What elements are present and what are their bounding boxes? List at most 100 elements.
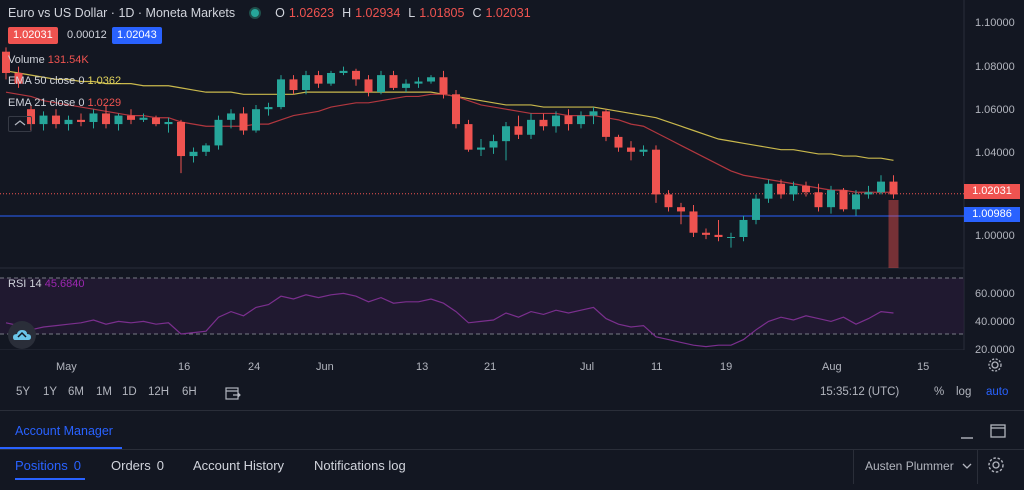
chart-area[interactable] <box>0 0 1024 350</box>
tab-account-history[interactable]: Account History <box>193 458 284 473</box>
open-value: 1.02623 <box>288 6 335 20</box>
candle-body <box>427 77 435 82</box>
last-price-tag: 1.02031 <box>964 184 1020 199</box>
timeframe-1y[interactable]: 1Y <box>43 386 58 398</box>
price-axis-label: 1.04000 <box>975 147 1015 159</box>
price-axis-label: 1.06000 <box>975 104 1015 116</box>
timeframe-12h[interactable]: 12H <box>148 386 170 398</box>
candle-body <box>439 77 448 95</box>
timeframe-1d[interactable]: 1D <box>122 386 137 398</box>
tab-count: 0 <box>156 458 164 473</box>
active-tab-indicator <box>15 478 85 480</box>
sell-button[interactable]: 1.02031 <box>8 27 58 44</box>
broker-logo[interactable] <box>8 321 36 349</box>
x-axis-label: 15 <box>917 361 930 373</box>
gear-icon <box>988 358 1002 372</box>
ema50-legend[interactable]: EMA 50 close 0 1.0362 <box>8 75 121 87</box>
candle-body <box>552 115 560 127</box>
maximize-panel-button[interactable] <box>990 424 1006 443</box>
account-manager-tab[interactable] <box>0 411 122 449</box>
collapse-legend-button[interactable] <box>8 116 32 132</box>
candle-body <box>152 117 160 125</box>
candle-body <box>477 147 485 150</box>
calendar-arrow-icon <box>225 387 241 400</box>
volume-legend[interactable]: Volume 131.54K <box>8 54 89 66</box>
volume-value: 131.54K <box>47 54 89 66</box>
date-range-button[interactable] <box>225 386 241 405</box>
minimize-panel-button[interactable] <box>960 427 974 446</box>
candle-body <box>289 79 298 91</box>
rsi-band <box>0 278 964 334</box>
candle-body <box>314 75 323 84</box>
ema50-value: 1.0362 <box>87 75 122 87</box>
candle-body <box>239 113 248 131</box>
x-axis-label: Jul <box>580 361 595 373</box>
candle-body <box>127 115 135 120</box>
x-axis-label: Jun <box>316 361 334 373</box>
tab-positions[interactable]: Positions 0 <box>15 458 81 473</box>
chevron-down-icon <box>962 463 972 469</box>
account-user-name: Austen Plummer <box>865 459 954 473</box>
timeframe-6h[interactable]: 6H <box>182 386 197 398</box>
percent-scale-toggle[interactable]: % <box>934 386 945 398</box>
candle-body <box>539 119 548 127</box>
axis-settings-button[interactable] <box>987 357 1003 378</box>
price-chart[interactable] <box>0 0 1024 350</box>
rsi-axis-label: 20.0000 <box>975 344 1015 356</box>
candle-body <box>177 121 185 157</box>
timeframe-6m[interactable]: 6M <box>68 386 84 398</box>
candle-body <box>827 190 835 208</box>
candle-body <box>564 115 573 125</box>
candle-body <box>64 119 73 125</box>
price-axis-label: 1.10000 <box>975 17 1015 29</box>
candle-body <box>839 190 848 210</box>
symbol-header: Euro vs US Dollar · 1D · Moneta Markets … <box>8 5 531 21</box>
ema21-line <box>5 91 894 193</box>
chart-bottom-toolbar <box>0 378 1024 411</box>
x-axis-label: 19 <box>720 361 733 373</box>
candle-body <box>339 70 348 73</box>
candle-body <box>814 192 823 208</box>
candle-body <box>877 181 885 193</box>
tab-count: 0 <box>73 458 81 473</box>
low-label: L <box>408 6 416 20</box>
rsi-line <box>5 292 894 348</box>
timeframe-1m[interactable]: 1M <box>96 386 112 398</box>
candle-body <box>214 119 223 146</box>
x-axis-label: Aug <box>822 361 842 373</box>
auto-scale-toggle[interactable]: auto <box>986 386 1009 398</box>
tab-orders[interactable]: Orders 0 <box>111 458 164 473</box>
candle-body <box>39 115 48 125</box>
divider <box>853 450 854 484</box>
ema21-legend[interactable]: EMA 21 close 0 1.0229 <box>8 97 121 109</box>
candle-body <box>352 70 360 80</box>
rsi-legend[interactable]: RSI 14 45.6840 <box>8 278 84 290</box>
candle-body <box>652 149 660 195</box>
candle-body <box>77 119 85 122</box>
account-selector[interactable]: Austen Plummer <box>865 459 972 473</box>
symbol-title[interactable]: Euro vs US Dollar · 1D · Moneta Markets <box>8 6 236 20</box>
account-settings-button[interactable] <box>987 456 1005 479</box>
candle-body <box>164 121 173 125</box>
log-scale-toggle[interactable]: log <box>956 386 972 398</box>
clock[interactable]: 15:35:12 (UTC) <box>820 386 900 398</box>
candle-body <box>602 111 610 137</box>
buy-button[interactable]: 1.02043 <box>112 27 162 44</box>
candle-body <box>464 124 473 150</box>
candle-body <box>364 79 373 93</box>
candle-body <box>389 75 398 88</box>
candle-body <box>502 126 510 142</box>
x-axis-label: 13 <box>416 361 429 373</box>
rsi-label: RSI 14 <box>8 278 42 290</box>
x-axis-label: 11 <box>651 361 663 373</box>
candle-body <box>514 126 523 135</box>
candle-body <box>677 207 685 212</box>
timeframe-5y[interactable]: 5Y <box>16 386 31 398</box>
candle-body <box>852 194 860 210</box>
candle-body <box>452 94 460 125</box>
tab-notifications-log[interactable]: Notifications log <box>314 458 406 473</box>
divider <box>977 450 978 484</box>
x-axis-label: May <box>56 361 77 373</box>
market-status-icon <box>249 7 262 19</box>
candle-body <box>2 51 10 73</box>
